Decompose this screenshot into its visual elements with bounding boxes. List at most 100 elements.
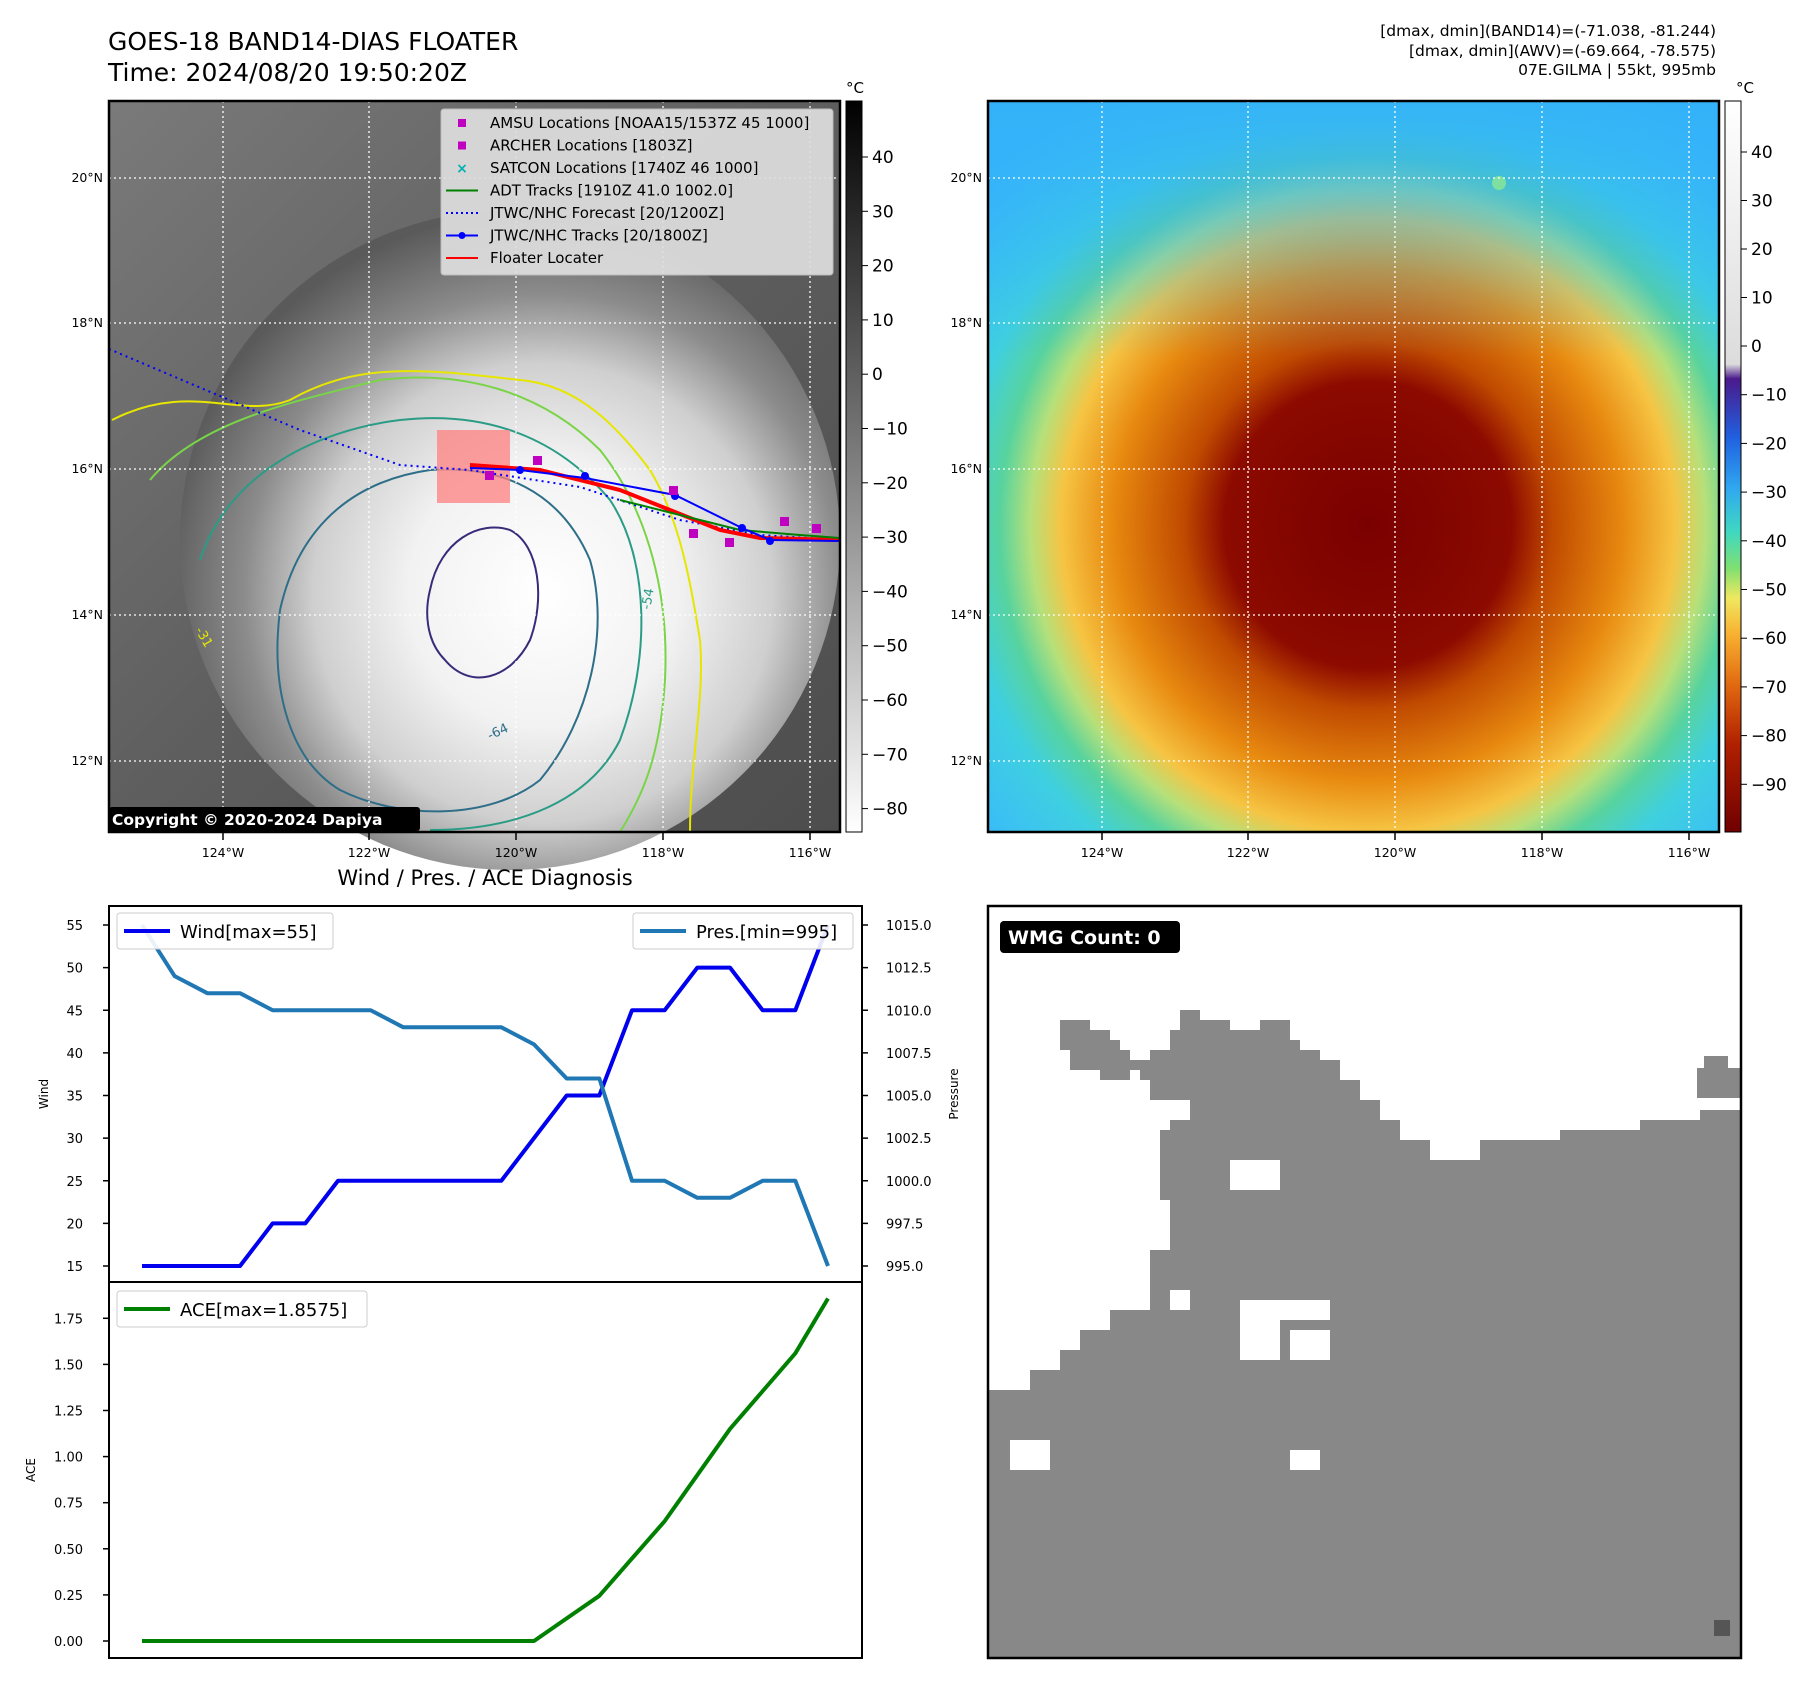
wind-tick-label: 20 — [66, 1217, 83, 1232]
track-point — [766, 537, 774, 545]
ace-tick-label: 0.25 — [54, 1589, 83, 1604]
colorbar-tick-label: −20 — [872, 474, 908, 494]
ace-legend: ACE[max=1.8575] — [116, 1290, 368, 1328]
wind-tick-label: 30 — [66, 1132, 83, 1147]
colorbar-tick-label: 40 — [872, 148, 894, 168]
wind-tick-label: 55 — [66, 919, 83, 934]
lon-tick-label: 124°W — [202, 845, 244, 860]
awv-gridlines — [988, 101, 1719, 832]
wind-legend-box — [116, 912, 334, 950]
ace-tick-label: 0.00 — [54, 1635, 83, 1650]
archer-marker — [533, 456, 542, 465]
lat-tick-label: 16°N — [950, 461, 982, 476]
ace-tick-label: 1.00 — [54, 1451, 83, 1466]
archer-marker — [669, 486, 678, 495]
awv-colorbar-ticks: 40 30 20 10 0 −10 −20 −30 −40 −50 −60 −70 −80 −90 — [1741, 143, 1787, 795]
colorbar-tick-label: −70 — [1751, 678, 1787, 698]
pressure-tick-label: 995.0 — [886, 1260, 923, 1275]
ir-lat-ticks: 20°N 18°N 16°N 14°N 12°N — [71, 170, 103, 768]
wmg-hole — [1290, 1450, 1320, 1470]
lat-tick-label: 12°N — [950, 753, 982, 768]
ace-tick-label: 0.50 — [54, 1543, 83, 1558]
ace-legend-label: ACE[max=1.8575] — [180, 1300, 347, 1321]
lon-tick-label: 118°W — [642, 845, 684, 860]
legend-marker-dot — [458, 232, 466, 239]
pressure-legend-label: Pres.[min=995] — [696, 922, 837, 943]
wmg-hole — [1240, 1300, 1330, 1320]
legend-marker — [458, 141, 466, 150]
diagnosis-panels: Wind / Pres. / ACE Diagnosis 15 20 25 30 35 4… — [24, 866, 961, 1659]
ir-lon-ticks: 124°W 122°W 120°W 118°W 116°W — [202, 832, 831, 860]
colorbar-tick-label: 0 — [1751, 337, 1762, 357]
archer-marker — [485, 471, 494, 480]
lon-tick-label: 118°W — [1521, 845, 1563, 860]
pressure-tick-label: 1000.0 — [886, 1175, 932, 1190]
track-point — [516, 466, 524, 474]
awv-frame — [986, 99, 1721, 834]
colorbar-tick-label: −60 — [1751, 629, 1787, 649]
colorbar-tick-label: 10 — [872, 311, 894, 331]
info-block: [dmax, dmin](BAND14)=(-71.038, -81.244) … — [1380, 22, 1716, 81]
wind-tick-label: 35 — [66, 1090, 83, 1105]
legend-marker — [458, 119, 466, 127]
fix-markers — [485, 456, 821, 547]
ir-map-panel: -54 -31 -64 — [71, 79, 908, 870]
pressure-line — [140, 923, 830, 1267]
wmg-hole — [1010, 1440, 1050, 1470]
legend-label: Floater Locater — [490, 249, 604, 267]
archer-marker — [725, 538, 734, 547]
colorbar-tick-label: −40 — [1751, 532, 1787, 552]
info-line-2: [dmax, dmin](AWV)=(-69.664, -78.575) — [1409, 41, 1716, 60]
colorbar-tick-label: −20 — [1751, 434, 1787, 454]
awv-map-panel: 124°W 122°W 120°W 118°W 116°W 20°N 18°N 16°N 14… — [950, 79, 1786, 860]
wmg-frame — [986, 904, 1743, 1660]
legend-label: AMSU Locations [NOAA15/1537Z 45 1000] — [490, 114, 809, 132]
pressure-tick-label: 1012.5 — [886, 962, 932, 977]
awv-small-cloud — [1492, 176, 1506, 190]
colorbar-tick-label: 40 — [1751, 143, 1773, 163]
wind-pres-axes — [108, 905, 863, 1283]
colorbar-tick-label: −50 — [1751, 581, 1787, 601]
wind-y-ticks: 15 20 25 30 35 40 45 50 55 — [66, 919, 109, 1275]
lon-tick-label: 122°W — [1227, 845, 1269, 860]
pressure-tick-label: 1002.5 — [886, 1132, 932, 1147]
ace-axes — [108, 1281, 863, 1659]
wind-line — [142, 924, 830, 1268]
amsu-marker — [780, 517, 789, 526]
floater-locater-track — [469, 463, 841, 542]
track-point — [581, 472, 589, 480]
ace-legend-box — [116, 1290, 368, 1328]
wmg-clear-holes — [1010, 1100, 1330, 1470]
ir-colorbar-unit: °C — [846, 79, 864, 97]
ir-frame — [107, 99, 842, 834]
wind-tick-label: 50 — [66, 962, 83, 977]
wind-series — [141, 924, 830, 1268]
ir-colorbar — [845, 100, 863, 833]
awv-lat-ticks: 20°N 18°N 16°N 14°N 12°N — [950, 170, 982, 768]
lat-tick-label: 12°N — [71, 753, 103, 768]
wmg-count-badge — [1000, 921, 1180, 953]
awv-colorbar-unit: °C — [1736, 79, 1754, 97]
ace-y-ticks: 0.00 0.25 0.50 0.75 1.00 1.25 1.50 1.75 — [54, 1312, 109, 1650]
pressure-legend: Pres.[min=995] — [632, 912, 854, 950]
pressure-y-ticks: 995.0 997.5 1000.0 1002.5 1005.0 1007.5 1010.0… — [862, 919, 932, 1275]
awv-lon-ticks: 124°W 122°W 120°W 118°W 116°W — [1081, 832, 1710, 860]
wind-tick-label: 40 — [66, 1047, 83, 1062]
colorbar-tick-label: −80 — [872, 800, 908, 820]
legend-label: ARCHER Locations [1803Z] — [490, 137, 693, 155]
wmg-hole — [1230, 1160, 1280, 1190]
wmg-hole — [1170, 1290, 1190, 1310]
wind-legend-label: Wind[max=55] — [180, 922, 317, 943]
pressure-ylabel: Pressure — [947, 1068, 961, 1119]
colorbar-tick-label: −10 — [872, 420, 908, 440]
colorbar-tick-label: −10 — [1751, 386, 1787, 406]
wmg-hole — [1290, 1330, 1330, 1360]
lon-tick-label: 124°W — [1081, 845, 1123, 860]
ace-tick-label: 1.75 — [54, 1312, 83, 1327]
info-line-1: [dmax, dmin](BAND14)=(-71.038, -81.244) — [1380, 22, 1716, 40]
wmg-gray-mask — [988, 1010, 1741, 1658]
legend-label: SATCON Locations [1740Z 46 1000] — [490, 159, 758, 177]
lon-tick-label: 116°W — [789, 845, 831, 860]
